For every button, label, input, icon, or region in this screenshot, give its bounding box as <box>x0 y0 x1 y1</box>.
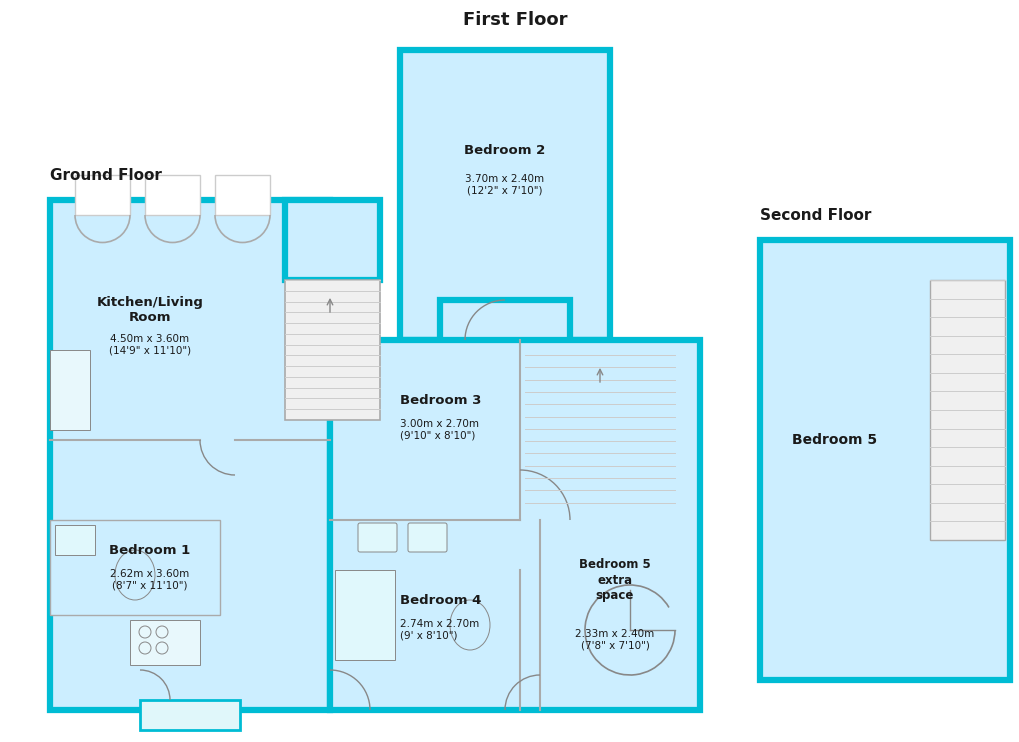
Bar <box>759 240 1009 680</box>
Text: 3.70m x 2.40m
(12'2" x 7'10"): 3.70m x 2.40m (12'2" x 7'10") <box>465 174 544 196</box>
FancyBboxPatch shape <box>408 523 446 552</box>
Bar <box>55 525 95 555</box>
Text: Bedroom 3: Bedroom 3 <box>399 393 481 407</box>
Text: Ground Floor: Ground Floor <box>50 168 162 183</box>
Text: 2.62m x 3.60m
(8'7" x 11'10"): 2.62m x 3.60m (8'7" x 11'10") <box>110 569 190 591</box>
Bar <box>129 620 200 665</box>
Bar <box>929 280 1004 540</box>
Text: Second Floor: Second Floor <box>759 208 870 223</box>
Text: Bedroom 1: Bedroom 1 <box>109 543 191 556</box>
Bar <box>284 280 380 420</box>
Text: Lettings: Lettings <box>514 536 586 554</box>
Bar <box>334 570 394 660</box>
Text: 2.33m x 2.40m
(7'8" x 7'10"): 2.33m x 2.40m (7'8" x 7'10") <box>575 629 654 651</box>
Bar <box>284 200 380 280</box>
Bar <box>50 520 220 615</box>
Text: Bedroom 4: Bedroom 4 <box>399 594 481 606</box>
Text: 4.50m x 3.60m
(14'9" x 11'10"): 4.50m x 3.60m (14'9" x 11'10") <box>109 334 191 356</box>
Bar <box>330 340 699 710</box>
Bar <box>439 300 570 355</box>
Text: Bedroom 2: Bedroom 2 <box>464 143 545 157</box>
Text: Kitchen/Living
Room: Kitchen/Living Room <box>97 296 203 324</box>
Text: 3.00m x 2.70m
(9'10" x 8'10"): 3.00m x 2.70m (9'10" x 8'10") <box>399 419 479 441</box>
Bar <box>140 700 239 730</box>
Bar <box>75 175 129 215</box>
Bar <box>50 350 90 430</box>
FancyBboxPatch shape <box>358 523 396 552</box>
Bar <box>145 175 200 215</box>
Bar <box>399 50 609 340</box>
Text: 2.74m x 2.70m
(9' x 8'10"): 2.74m x 2.70m (9' x 8'10") <box>399 620 479 641</box>
Text: Bedroom 5: Bedroom 5 <box>792 433 876 447</box>
Text: First Floor: First Floor <box>463 11 567 29</box>
Bar <box>50 200 330 710</box>
Text: Bedroom 5
extra
space: Bedroom 5 extra space <box>579 559 650 602</box>
Bar <box>215 175 270 215</box>
Text: tristram's: tristram's <box>477 485 623 514</box>
